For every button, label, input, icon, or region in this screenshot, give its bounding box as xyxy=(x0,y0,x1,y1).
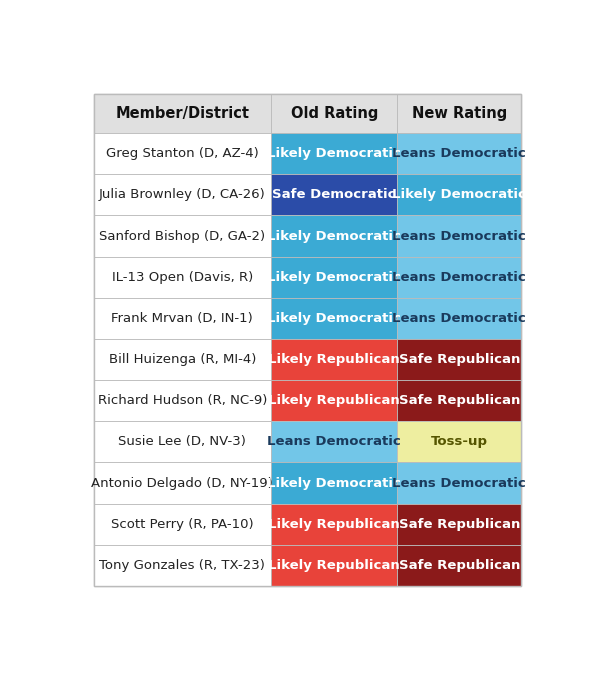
Bar xyxy=(94,94,271,133)
Bar xyxy=(271,94,397,133)
Bar xyxy=(397,215,521,256)
Bar xyxy=(271,215,397,256)
Text: Likely Democratic: Likely Democratic xyxy=(267,229,401,242)
Text: Likely Republican: Likely Republican xyxy=(268,559,400,572)
Bar xyxy=(94,215,271,256)
Text: Safe Republican: Safe Republican xyxy=(398,394,520,407)
Text: Scott Perry (R, PA-10): Scott Perry (R, PA-10) xyxy=(111,518,254,531)
Bar xyxy=(397,462,521,503)
Bar xyxy=(271,339,397,380)
Bar xyxy=(271,421,397,462)
Text: Old Rating: Old Rating xyxy=(290,106,378,121)
Text: Likely Republican: Likely Republican xyxy=(268,353,400,366)
Bar xyxy=(271,503,397,545)
Text: Antonio Delgado (D, NY-19): Antonio Delgado (D, NY-19) xyxy=(91,476,273,489)
Text: Leans Democratic: Leans Democratic xyxy=(392,271,526,284)
Text: Member/District: Member/District xyxy=(115,106,250,121)
Text: Leans Democratic: Leans Democratic xyxy=(392,476,526,489)
Bar xyxy=(94,339,271,380)
Text: Likely Democratic: Likely Democratic xyxy=(392,188,526,201)
Bar xyxy=(94,462,271,503)
Text: Safe Democratic: Safe Democratic xyxy=(272,188,396,201)
Text: Leans Democratic: Leans Democratic xyxy=(392,229,526,242)
Bar xyxy=(271,256,397,297)
Bar xyxy=(397,503,521,545)
Bar xyxy=(94,545,271,586)
Text: Likely Democratic: Likely Democratic xyxy=(267,271,401,284)
Text: Frank Mrvan (D, IN-1): Frank Mrvan (D, IN-1) xyxy=(112,312,253,325)
Text: New Rating: New Rating xyxy=(412,106,507,121)
Text: Likely Republican: Likely Republican xyxy=(268,518,400,531)
Bar xyxy=(397,174,521,215)
Bar xyxy=(271,462,397,503)
Text: Leans Democratic: Leans Democratic xyxy=(392,147,526,160)
Bar xyxy=(397,545,521,586)
Bar xyxy=(397,297,521,339)
Bar xyxy=(271,133,397,174)
Bar xyxy=(397,421,521,462)
Bar xyxy=(271,297,397,339)
Bar xyxy=(94,503,271,545)
Text: Likely Democratic: Likely Democratic xyxy=(267,312,401,325)
Bar xyxy=(397,256,521,297)
Bar xyxy=(94,174,271,215)
Text: Safe Republican: Safe Republican xyxy=(398,559,520,572)
Text: Sanford Bishop (D, GA-2): Sanford Bishop (D, GA-2) xyxy=(100,229,265,242)
Bar xyxy=(94,421,271,462)
Text: Leans Democratic: Leans Democratic xyxy=(268,435,401,448)
Bar xyxy=(271,174,397,215)
Text: Likely Democratic: Likely Democratic xyxy=(267,147,401,160)
Bar xyxy=(94,297,271,339)
Bar xyxy=(271,380,397,421)
Text: Safe Republican: Safe Republican xyxy=(398,518,520,531)
Bar xyxy=(94,256,271,297)
Bar xyxy=(397,94,521,133)
Bar xyxy=(397,380,521,421)
Bar xyxy=(397,339,521,380)
Text: Likely Republican: Likely Republican xyxy=(268,394,400,407)
Text: Bill Huizenga (R, MI-4): Bill Huizenga (R, MI-4) xyxy=(109,353,256,366)
Text: Safe Republican: Safe Republican xyxy=(398,353,520,366)
Bar xyxy=(94,133,271,174)
Text: Greg Stanton (D, AZ-4): Greg Stanton (D, AZ-4) xyxy=(106,147,259,160)
Text: Richard Hudson (R, NC-9): Richard Hudson (R, NC-9) xyxy=(98,394,267,407)
Text: IL-13 Open (Davis, R): IL-13 Open (Davis, R) xyxy=(112,271,253,284)
Text: Leans Democratic: Leans Democratic xyxy=(392,312,526,325)
Bar xyxy=(397,133,521,174)
Text: Julia Brownley (D, CA-26): Julia Brownley (D, CA-26) xyxy=(99,188,266,201)
Text: Likely Democratic: Likely Democratic xyxy=(267,476,401,489)
Bar xyxy=(271,545,397,586)
Text: Tony Gonzales (R, TX-23): Tony Gonzales (R, TX-23) xyxy=(100,559,265,572)
Text: Susie Lee (D, NV-3): Susie Lee (D, NV-3) xyxy=(118,435,247,448)
Text: Toss-up: Toss-up xyxy=(431,435,488,448)
Bar xyxy=(94,380,271,421)
